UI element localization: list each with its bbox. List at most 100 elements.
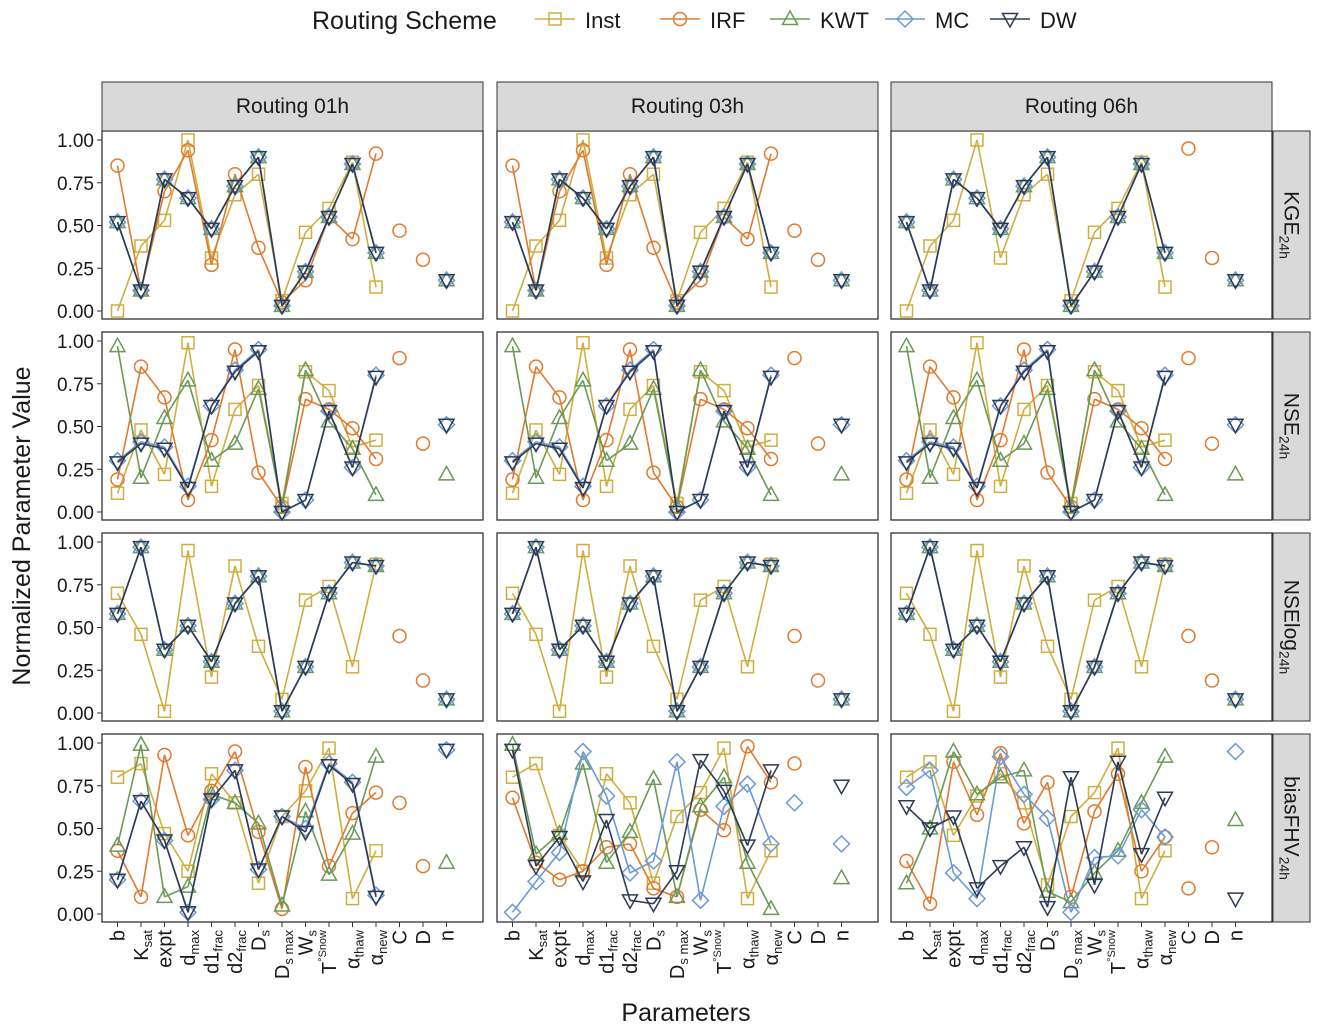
data-point <box>968 191 986 208</box>
data-point <box>1226 693 1245 709</box>
data-point <box>550 408 569 425</box>
series-line-segment <box>163 840 189 913</box>
data-point <box>597 652 616 668</box>
data-point <box>644 566 663 583</box>
data-point <box>296 657 315 674</box>
x-tick-label: Ds max <box>667 930 691 980</box>
data-point <box>899 486 914 500</box>
series-line-segment <box>723 420 749 450</box>
data-point <box>155 408 174 425</box>
data-point <box>505 472 520 487</box>
data-point <box>1155 827 1175 847</box>
data-point <box>1132 461 1151 478</box>
series-line-segment <box>281 815 306 833</box>
data-point <box>366 366 386 385</box>
data-point <box>715 587 733 603</box>
panel-frame <box>890 331 1273 521</box>
data-point <box>740 660 755 674</box>
data-point <box>946 704 961 719</box>
series-line-segment <box>676 369 702 508</box>
data-point <box>505 304 520 318</box>
data-point <box>1038 379 1057 396</box>
series-line-segment <box>582 342 608 487</box>
data-point <box>1062 296 1080 313</box>
data-point <box>923 627 937 642</box>
x-tick-label: αthaw <box>343 929 367 969</box>
data-point <box>298 593 313 607</box>
data-point <box>179 481 197 498</box>
data-point <box>968 784 986 801</box>
series-line-segment <box>1023 575 1049 605</box>
series-line-segment <box>723 746 749 831</box>
data-point <box>1085 262 1104 278</box>
series-line-segment <box>558 379 584 419</box>
series-line-segment <box>140 634 166 712</box>
data-point <box>133 359 149 374</box>
y-tick-label: 0.00 <box>57 905 94 926</box>
data-point <box>366 886 386 905</box>
series-line-segment <box>116 800 142 881</box>
data-point <box>576 335 590 350</box>
data-point <box>967 477 987 496</box>
series-line-segment <box>1117 163 1143 218</box>
data-point <box>1109 587 1127 603</box>
panel-frame <box>101 532 484 722</box>
data-point <box>1226 810 1245 827</box>
data-point <box>968 481 986 498</box>
x-tick-label: αnew <box>366 929 390 965</box>
data-point <box>738 839 757 856</box>
data-point <box>1226 464 1245 481</box>
data-point <box>227 342 243 357</box>
data-point <box>179 370 197 387</box>
series-line-segment <box>511 592 537 635</box>
data-point <box>228 559 242 573</box>
legend-label: IRF <box>710 8 745 33</box>
data-point <box>392 350 407 366</box>
panel <box>101 532 484 722</box>
series-line-segment <box>1117 809 1143 857</box>
series-line-segment <box>257 351 283 513</box>
data-point <box>503 212 522 229</box>
series-line-segment <box>117 442 142 464</box>
series-line-segment <box>976 139 1002 259</box>
data-point <box>527 468 545 485</box>
data-point <box>415 252 431 267</box>
series-line-segment <box>1023 565 1049 647</box>
series-line-segment <box>163 448 189 489</box>
data-point <box>576 543 590 558</box>
series-line-segment <box>1070 599 1096 700</box>
x-tick-label: n <box>1226 930 1248 941</box>
series-line-segment <box>1023 349 1049 473</box>
panel <box>496 733 879 923</box>
legend-key-marker <box>781 9 799 26</box>
data-point <box>738 439 757 455</box>
series-line-segment <box>116 221 142 291</box>
series-line-segment <box>1070 369 1096 508</box>
data-point <box>155 173 174 189</box>
data-point <box>1014 785 1034 804</box>
x-tick-label: expt <box>155 930 177 968</box>
series-line-segment <box>535 417 561 479</box>
data-point <box>1038 147 1057 164</box>
data-point <box>552 872 567 888</box>
series-line-segment <box>210 773 236 804</box>
data-point <box>621 365 639 382</box>
series-line-segment <box>328 410 354 468</box>
data-point <box>1204 840 1220 855</box>
series-line-segment <box>351 162 377 288</box>
data-point <box>1015 841 1033 857</box>
data-point <box>368 146 384 161</box>
facet-strips: Routing 01h Routing 03h Routing 06h KGE24h N… <box>101 81 1311 923</box>
data-point <box>369 433 383 447</box>
series-line-segment <box>1094 855 1119 859</box>
x-tick-label: d1frac <box>597 930 621 974</box>
data-point <box>574 619 592 636</box>
data-point <box>1110 766 1126 782</box>
series-line-segment <box>558 751 584 853</box>
series-line-segment <box>652 156 678 306</box>
series-line-segment <box>999 409 1025 487</box>
series-dw <box>108 345 456 522</box>
data-point <box>968 882 986 898</box>
data-point <box>921 540 939 557</box>
data-point <box>1156 791 1174 808</box>
